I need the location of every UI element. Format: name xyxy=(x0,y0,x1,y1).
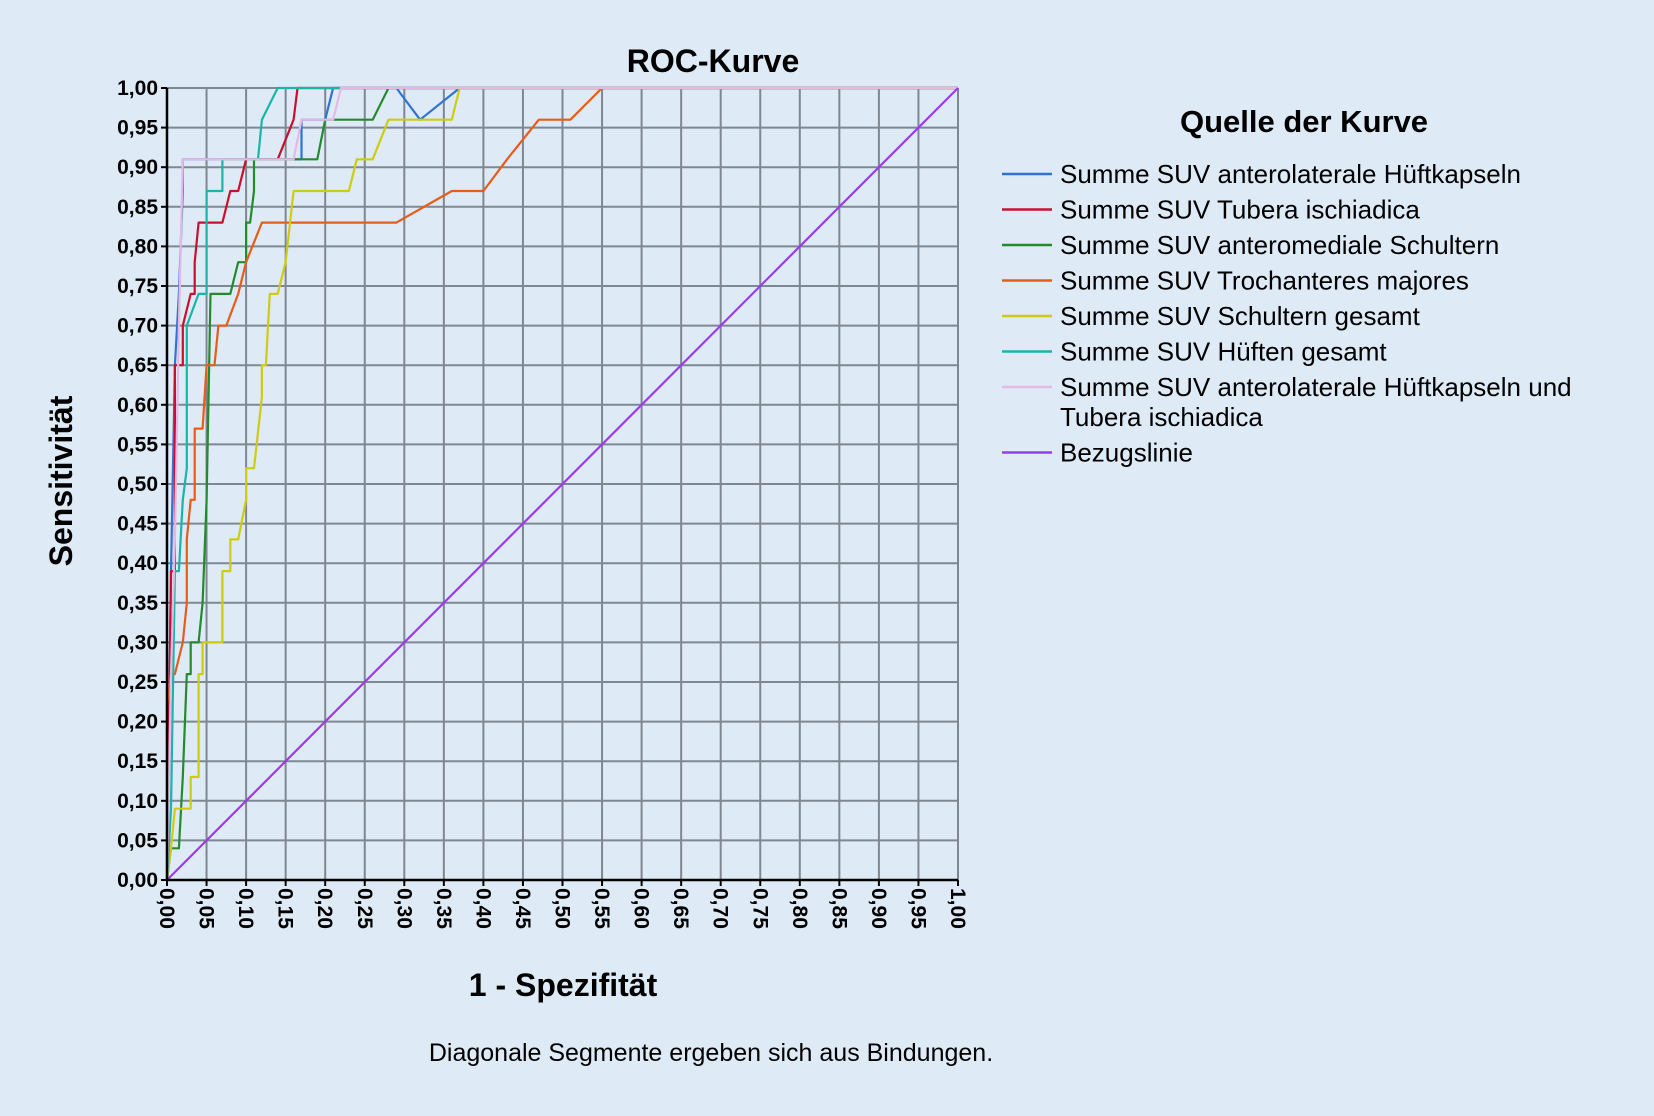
legend-item: Summe SUV Tubera ischiadica xyxy=(1002,195,1420,225)
series-line-4 xyxy=(165,86,958,880)
legend-item: Summe SUV Trochanteres majores xyxy=(1002,266,1469,296)
y-tick-label: 0,45 xyxy=(117,513,158,536)
y-tick-label: 0,60 xyxy=(117,394,158,417)
x-tick-label: 0,55 xyxy=(590,888,613,929)
x-tick-label: 0,00 xyxy=(155,888,178,929)
legend-item: Summe SUV anterolaterale Hüftkapseln xyxy=(1002,159,1521,189)
y-axis-ticks: 0,00 0,05 0,10 0,15 0,20 0,25 0,30 0,35 0,40 0,45… xyxy=(117,77,167,892)
x-tick-label: 0,45 xyxy=(511,888,534,929)
y-tick-label: 0,10 xyxy=(117,790,158,813)
y-tick-label: 0,20 xyxy=(117,711,158,734)
y-tick-label: 0,65 xyxy=(117,354,158,377)
y-tick-label: 0,70 xyxy=(117,315,158,338)
legend-label: Bezugslinie xyxy=(1060,438,1193,468)
x-tick-label: 0,10 xyxy=(234,888,257,929)
legend-label: Tubera ischiadica xyxy=(1060,402,1263,432)
x-tick-label: 0,40 xyxy=(471,888,494,929)
y-tick-label: 0,95 xyxy=(117,117,158,140)
legend-title: Quelle der Kurve xyxy=(1180,104,1428,139)
legend-label: Summe SUV anteromediale Schultern xyxy=(1060,230,1499,260)
y-tick-label: 0,00 xyxy=(117,869,158,892)
legend-item: Summe SUV anterolaterale Hüftkapseln und… xyxy=(1002,372,1572,432)
legend-label: Summe SUV anterolaterale Hüftkapseln xyxy=(1060,159,1521,189)
y-tick-label: 0,80 xyxy=(117,235,158,258)
y-tick-label: 0,75 xyxy=(117,275,158,298)
series-line-7 xyxy=(165,86,958,881)
y-tick-label: 0,25 xyxy=(117,671,158,694)
legend-label: Summe SUV Trochanteres majores xyxy=(1060,266,1469,296)
series-line-6 xyxy=(165,86,958,881)
x-tick-label: 0,95 xyxy=(906,888,929,929)
chart-title: ROC-Kurve xyxy=(627,43,799,79)
y-tick-label: 0,40 xyxy=(117,552,158,575)
y-tick-label: 0,35 xyxy=(117,592,158,615)
legend-label: Summe SUV Schultern gesamt xyxy=(1060,301,1421,331)
y-tick-label: 0,55 xyxy=(117,433,158,456)
series-line-3 xyxy=(165,86,958,881)
axes xyxy=(165,88,958,882)
y-tick-label: 0,05 xyxy=(117,829,158,852)
y-tick-label: 0,30 xyxy=(117,631,158,654)
series-line-8 xyxy=(166,87,959,881)
legend: Summe SUV anterolaterale Hüftkapseln Summ… xyxy=(1002,159,1572,468)
y-tick-label: 0,90 xyxy=(117,156,158,179)
x-tick-label: 0,05 xyxy=(195,888,218,929)
x-tick-label: 0,35 xyxy=(432,888,455,929)
y-tick-label: 1,00 xyxy=(117,77,158,100)
x-tick-label: 1,00 xyxy=(946,888,969,929)
x-tick-label: 0,70 xyxy=(709,888,732,929)
x-tick-label: 0,50 xyxy=(551,888,574,929)
y-tick-label: 0,85 xyxy=(117,196,158,219)
x-tick-label: 0,20 xyxy=(313,888,336,929)
y-axis-title: Sensitivität xyxy=(43,395,79,566)
x-tick-label: 0,80 xyxy=(788,888,811,929)
y-tick-label: 0,15 xyxy=(117,750,158,773)
legend-item: Summe SUV Schultern gesamt xyxy=(1002,301,1421,331)
legend-label: Summe SUV anterolaterale Hüftkapseln und xyxy=(1060,372,1572,402)
x-tick-label: 0,65 xyxy=(669,888,692,929)
legend-label: Summe SUV Tubera ischiadica xyxy=(1060,195,1420,225)
x-tick-label: 0,60 xyxy=(630,888,653,929)
legend-item: Bezugslinie xyxy=(1002,438,1193,468)
x-tick-label: 0,90 xyxy=(867,888,890,929)
x-tick-label: 0,85 xyxy=(827,888,850,929)
legend-label: Summe SUV Hüften gesamt xyxy=(1060,337,1387,367)
y-tick-label: 0,50 xyxy=(117,473,158,496)
legend-item: Summe SUV Hüften gesamt xyxy=(1002,337,1387,367)
series-lines xyxy=(165,86,959,881)
x-tick-label: 0,30 xyxy=(392,888,415,929)
series-line-5 xyxy=(165,86,958,881)
x-tick-label: 0,25 xyxy=(353,888,376,929)
x-tick-label: 0,15 xyxy=(274,888,297,929)
footnote: Diagonale Segmente ergeben sich aus Bind… xyxy=(429,1039,993,1067)
x-tick-label: 0,75 xyxy=(748,888,771,929)
legend-item: Summe SUV anteromediale Schultern xyxy=(1002,230,1499,260)
x-axis-title: 1 - Spezifität xyxy=(469,967,658,1003)
x-axis-ticks: 0,00 0,05 0,10 0,15 0,20 0,25 0,30 0,35 0,40 0,45… xyxy=(155,880,969,929)
